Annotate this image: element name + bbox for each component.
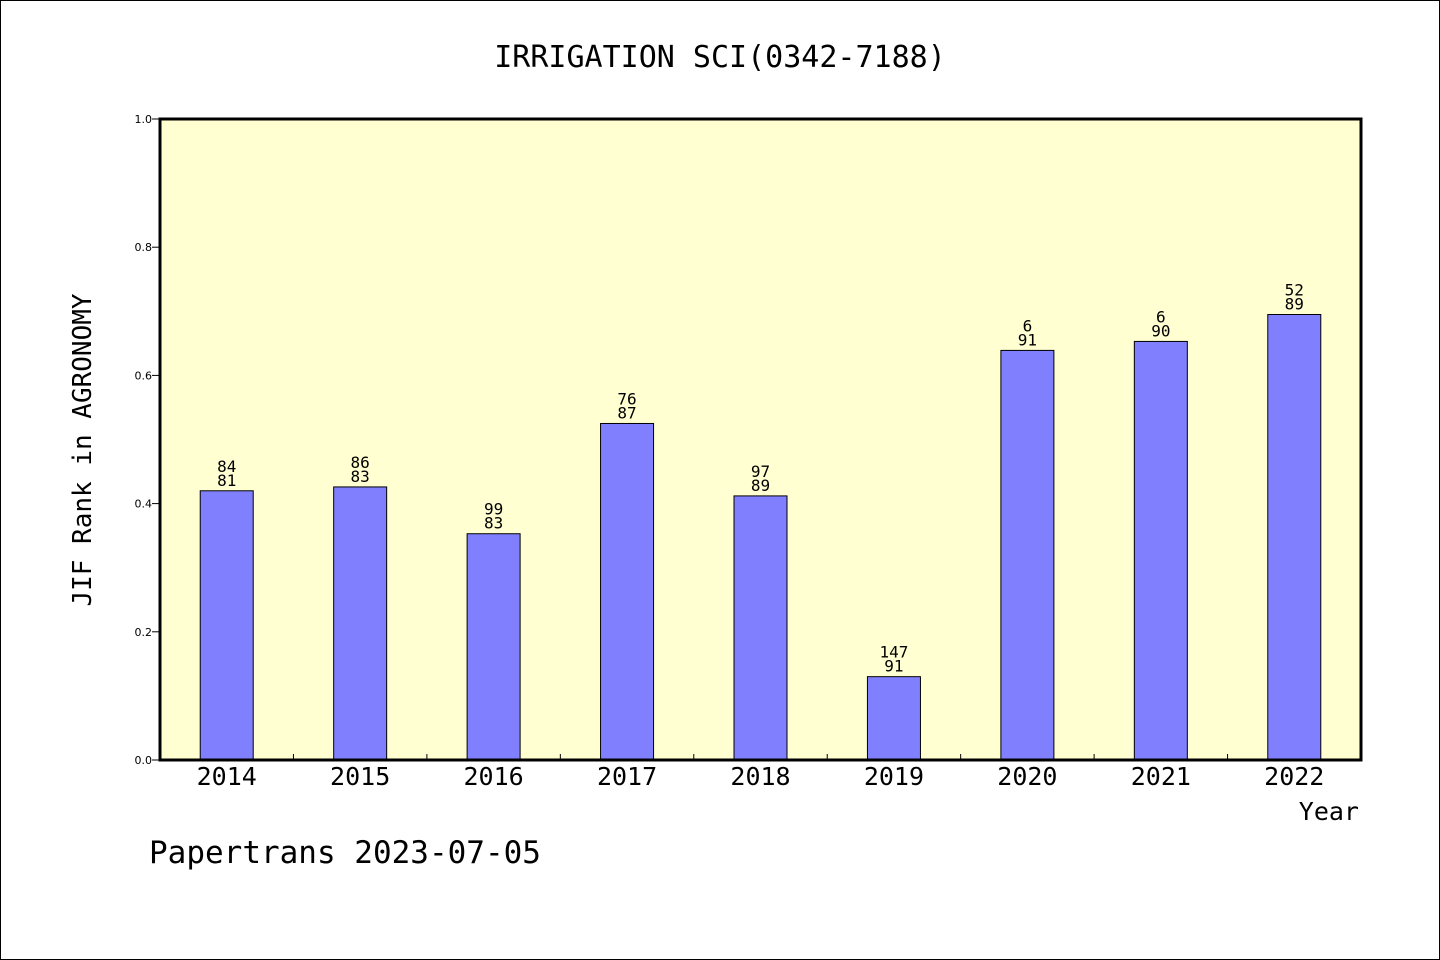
bar-2017	[600, 422, 655, 761]
x-tick-label: 2014	[197, 762, 257, 791]
bar-label-bottom: 89	[751, 476, 770, 495]
x-axis-label: Year	[1299, 797, 1359, 826]
bar-label-top: 84	[217, 457, 236, 476]
y-axis-label: JIF Rank in AGRONOMY	[68, 293, 98, 606]
chart-title: IRRIGATION SCI(0342-7188)	[494, 40, 946, 75]
bar-label-top: 76	[617, 389, 636, 408]
bar-2016	[466, 533, 521, 761]
plot-border	[158, 117, 1363, 762]
y-tick-label: 0.6	[135, 369, 153, 382]
bar-label-bottom: 91	[884, 657, 903, 676]
y-tick-label: 0.0	[135, 754, 153, 767]
y-tick-label: 0.2	[135, 626, 153, 639]
bar-2015	[333, 486, 388, 761]
y-tick-label: 0.4	[135, 498, 153, 511]
bar-label-bottom: 83	[351, 467, 370, 486]
bar-label-bottom: 89	[1285, 295, 1304, 314]
bar-label-top: 86	[351, 453, 370, 472]
x-tick-label: 2016	[464, 762, 524, 791]
footer-text: Papertrans 2023-07-05	[149, 835, 541, 871]
bar-2021	[1133, 340, 1188, 761]
bar-label-top: 6	[1156, 307, 1166, 326]
y-tick-label: 0.8	[135, 241, 153, 254]
bar-label-top: 99	[484, 500, 503, 519]
x-tick-label: 2017	[597, 762, 657, 791]
bar-2020	[1000, 349, 1055, 761]
bar-label-top: 6	[1023, 316, 1033, 335]
bar-label-bottom: 91	[1018, 330, 1037, 349]
x-tick-label: 2015	[330, 762, 390, 791]
bar-label-bottom: 87	[617, 403, 636, 422]
x-tick-label: 2019	[864, 762, 924, 791]
bar-label-bottom: 81	[217, 471, 236, 490]
x-axis: 2014 2015 2016 2017 2018 2019 2020 2021 2022	[197, 754, 1324, 791]
y-tick-label: 1.0	[135, 113, 153, 126]
bar-2018	[733, 495, 788, 761]
bar-label-top: 97	[751, 462, 770, 481]
bar-label-bottom: 90	[1151, 321, 1170, 340]
bar-label-top: 52	[1285, 281, 1304, 300]
bar-2014	[199, 490, 254, 761]
bars-group	[199, 314, 1322, 761]
bar-label-bottom: 83	[484, 514, 503, 533]
y-axis: 0.0 0.2 0.4 0.6 0.8 1.0	[135, 113, 160, 767]
bar-2022	[1267, 314, 1322, 761]
bar-label-top: 147	[879, 643, 908, 662]
bar-2019	[866, 676, 921, 761]
x-tick-label: 2018	[730, 762, 790, 791]
x-tick-label: 2020	[997, 762, 1057, 791]
x-tick-label: 2022	[1264, 762, 1324, 791]
x-tick-label: 2021	[1131, 762, 1191, 791]
